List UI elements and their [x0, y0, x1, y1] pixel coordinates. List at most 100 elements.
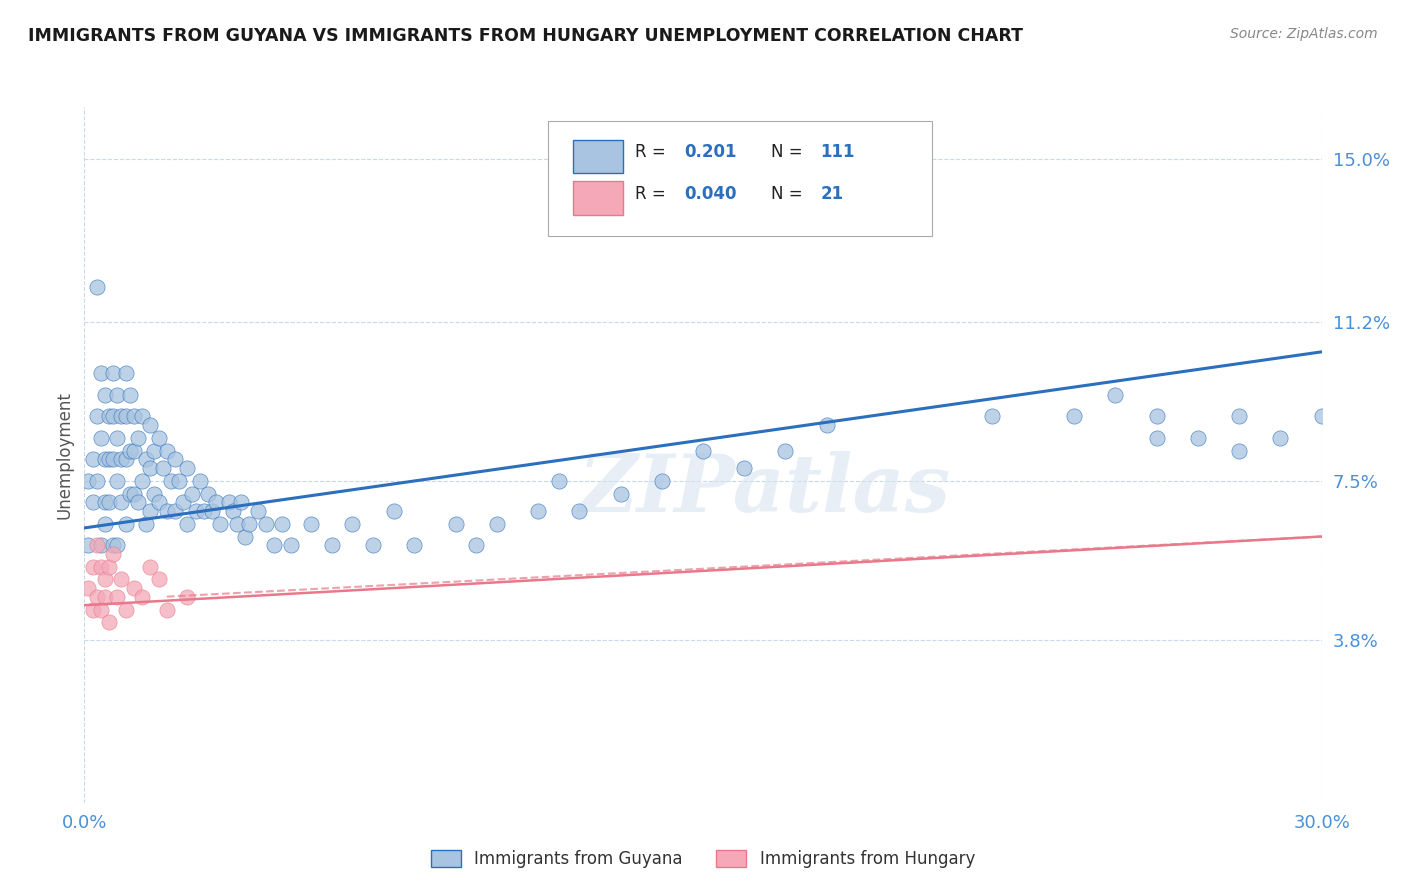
Text: N =: N = [770, 144, 808, 161]
Point [103, 367, 125, 381]
Point [280, 538, 302, 552]
Point [254, 516, 277, 531]
Point [105, 474, 128, 488]
Point [122, 443, 145, 458]
Point [139, 417, 162, 432]
Text: 0.040: 0.040 [685, 185, 737, 203]
Point [98, 559, 121, 574]
Point [527, 504, 550, 518]
Point [103, 452, 125, 467]
Point [692, 443, 714, 458]
Point [110, 495, 132, 509]
Point [299, 516, 322, 531]
Point [218, 495, 240, 509]
Point [105, 388, 128, 402]
Point [118, 443, 141, 458]
Point [110, 452, 132, 467]
Point [321, 538, 343, 552]
Point [82, 452, 104, 467]
Point [152, 460, 174, 475]
Point [86, 409, 108, 424]
Point [167, 474, 190, 488]
Point [197, 486, 219, 500]
FancyBboxPatch shape [574, 181, 623, 215]
Point [98, 615, 121, 630]
Point [94, 590, 117, 604]
Point [609, 486, 631, 500]
Point [184, 504, 207, 518]
Point [114, 602, 136, 616]
Point [122, 486, 145, 500]
Point [105, 538, 128, 552]
Point [127, 431, 149, 445]
Text: R =: R = [636, 185, 671, 203]
Point [148, 431, 170, 445]
Point [209, 516, 232, 531]
Point [90, 559, 112, 574]
Point [77, 581, 100, 595]
Point [148, 495, 170, 509]
Point [1351, 431, 1374, 445]
Legend: Immigrants from Guyana, Immigrants from Hungary: Immigrants from Guyana, Immigrants from … [425, 843, 981, 875]
Point [180, 486, 202, 500]
Point [271, 516, 294, 531]
Point [238, 516, 260, 531]
Point [114, 367, 136, 381]
Point [342, 516, 364, 531]
Point [1227, 443, 1250, 458]
Point [775, 443, 797, 458]
Point [229, 495, 252, 509]
Point [156, 504, 179, 518]
Text: Source: ZipAtlas.com: Source: ZipAtlas.com [1230, 27, 1378, 41]
Point [205, 495, 228, 509]
Point [246, 504, 269, 518]
Point [1146, 409, 1168, 424]
Point [131, 474, 153, 488]
Point [135, 516, 157, 531]
Point [103, 547, 125, 561]
Point [143, 443, 166, 458]
Point [201, 504, 224, 518]
Point [77, 474, 100, 488]
Point [114, 409, 136, 424]
Point [98, 452, 121, 467]
Text: IMMIGRANTS FROM GUYANA VS IMMIGRANTS FROM HUNGARY UNEMPLOYMENT CORRELATION CHART: IMMIGRANTS FROM GUYANA VS IMMIGRANTS FRO… [28, 27, 1024, 45]
Point [568, 504, 591, 518]
Point [98, 495, 121, 509]
Point [382, 504, 405, 518]
Point [1104, 388, 1126, 402]
Point [77, 538, 100, 552]
Point [143, 486, 166, 500]
Point [94, 388, 117, 402]
Point [131, 590, 153, 604]
Point [404, 538, 426, 552]
FancyBboxPatch shape [574, 140, 623, 173]
Point [980, 409, 1002, 424]
Point [127, 495, 149, 509]
Point [1187, 431, 1209, 445]
Point [176, 516, 198, 531]
Point [86, 474, 108, 488]
Point [165, 452, 187, 467]
Point [103, 409, 125, 424]
Point [82, 602, 104, 616]
Point [485, 516, 508, 531]
Point [547, 474, 569, 488]
Point [110, 409, 132, 424]
Point [110, 573, 132, 587]
Point [94, 573, 117, 587]
Point [193, 504, 215, 518]
Point [103, 538, 125, 552]
Point [1310, 409, 1333, 424]
Y-axis label: Unemployment: Unemployment [55, 391, 73, 519]
Point [114, 452, 136, 467]
Point [139, 504, 162, 518]
Text: 111: 111 [821, 144, 855, 161]
Point [361, 538, 384, 552]
Point [139, 559, 162, 574]
Text: 21: 21 [821, 185, 844, 203]
Point [82, 495, 104, 509]
Point [139, 460, 162, 475]
Point [86, 538, 108, 552]
Point [1146, 431, 1168, 445]
